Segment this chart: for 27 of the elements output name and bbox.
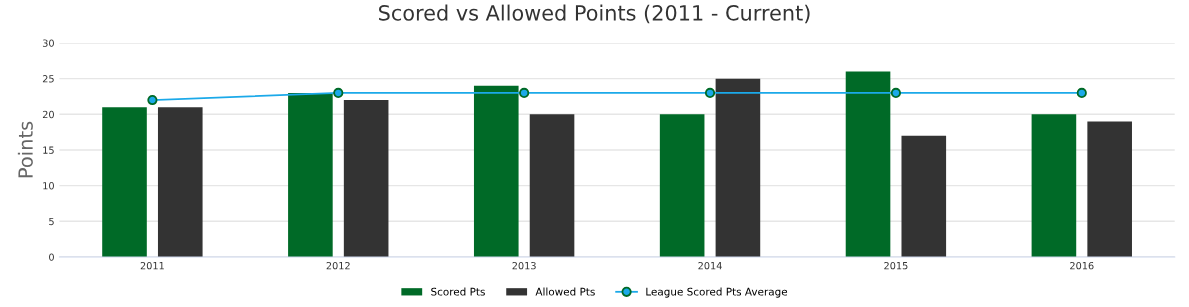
chart-title: Scored vs Allowed Points (2011 - Current) <box>379 4 810 24</box>
x-tick-label: 2015 <box>884 261 908 270</box>
x-tick-label: 2013 <box>512 261 536 270</box>
y-tick-label: 0 <box>49 253 54 261</box>
y-tick-label: 30 <box>42 39 54 47</box>
x-tick-label: 2014 <box>698 261 722 270</box>
legend-label: Allowed Pts <box>535 287 595 296</box>
bar <box>1087 121 1132 257</box>
bar <box>102 107 147 257</box>
bar <box>157 107 203 257</box>
bar <box>659 114 705 257</box>
legend-label: Scored Pts <box>431 287 485 296</box>
x-tick-label: 2016 <box>1070 261 1094 270</box>
y-tick-label: 25 <box>42 75 54 83</box>
x-tick-label: 2012 <box>326 261 350 270</box>
y-tick-label: 15 <box>43 146 54 154</box>
y-tick-label: 20 <box>42 110 54 119</box>
bar <box>1031 114 1077 257</box>
y-tick-label: 10 <box>43 182 54 190</box>
bar <box>901 135 947 257</box>
bar <box>715 78 761 257</box>
y-tick-label: 5 <box>49 217 54 226</box>
bar <box>529 114 575 257</box>
x-tick-label: 2011 <box>140 261 164 270</box>
y-axis-title: Points <box>17 121 33 178</box>
legend-label: League Scored Pts Average <box>646 287 788 298</box>
bar <box>343 100 389 257</box>
